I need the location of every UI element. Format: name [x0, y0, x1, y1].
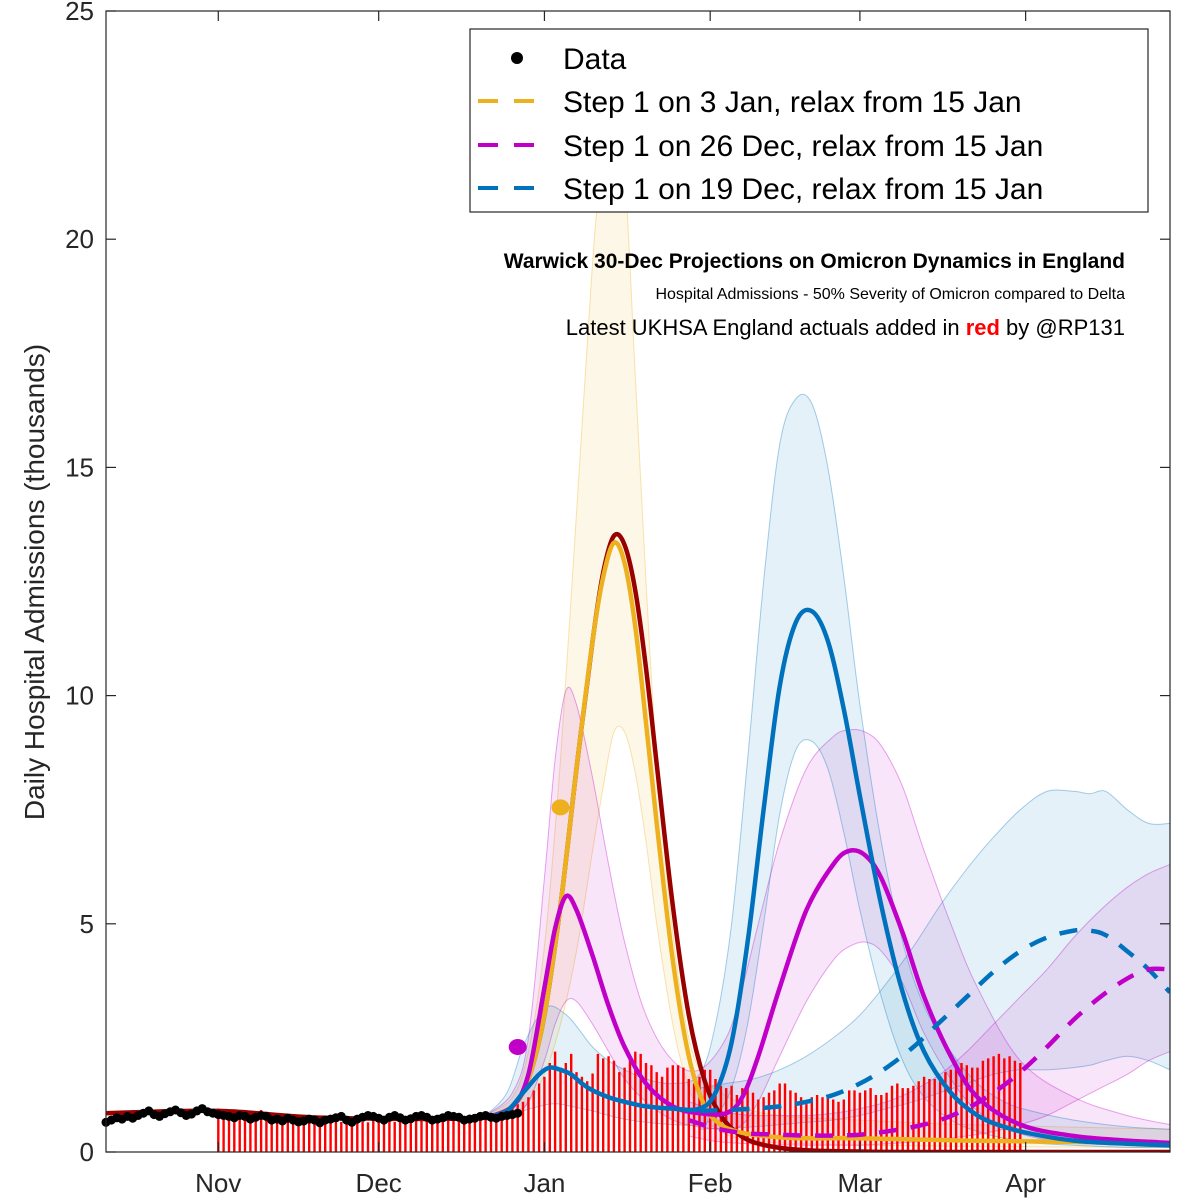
- x-tick-label: Feb: [688, 1168, 733, 1198]
- data-points: [101, 1104, 523, 1128]
- legend-entry-jan3: Step 1 on 3 Jan, relax from 15 Jan: [478, 86, 1022, 119]
- legend-dot-icon: [511, 52, 523, 64]
- x-tick-label: Nov: [195, 1168, 241, 1198]
- plot-frame: [105, 10, 1171, 1153]
- legend-entry-data: Data: [511, 43, 627, 76]
- legend-entry-dec19: Step 1 on 19 Dec, relax from 15 Jan: [478, 173, 1043, 206]
- note-suffix: by @RP131: [1000, 315, 1125, 340]
- y-axis-ticks: 0 5 10 15 20 25: [65, 0, 1170, 1167]
- y-tick-label: 5: [80, 909, 94, 939]
- step-marker: [508, 1039, 527, 1055]
- x-tick-label: Dec: [356, 1168, 402, 1198]
- series-line-4: [699, 927, 1170, 1114]
- legend-box: [469, 28, 1149, 213]
- y-tick-label: 10: [65, 681, 94, 711]
- legend-label: Step 1 on 3 Jan, relax from 15 Jan: [563, 86, 1022, 119]
- series-line-3: [483, 607, 1170, 1148]
- step-marker: [551, 799, 570, 816]
- chart-note: Latest UKHSA England actuals added in re…: [566, 315, 1125, 340]
- note-prefix: Latest UKHSA England actuals added in: [566, 315, 966, 340]
- chart-title: Warwick 30-Dec Projections on Omicron Dy…: [504, 250, 1125, 273]
- legend: Data Step 1 on 3 Jan, relax from 15 Jan …: [469, 28, 1149, 213]
- legend-entry-dec26: Step 1 on 26 Dec, relax from 15 Jan: [478, 130, 1043, 163]
- y-tick-label: 15: [65, 452, 94, 482]
- legend-label: Data: [563, 43, 627, 76]
- data-point: [513, 1108, 523, 1118]
- series-line-5: [688, 966, 1170, 1138]
- y-axis-label: Daily Hospital Admissions (thousands): [19, 344, 50, 820]
- chart-subtitle: Hospital Admissions - 50% Severity of Om…: [655, 286, 1125, 303]
- series-lines: [106, 531, 1170, 1152]
- y-tick-label: 20: [65, 224, 94, 254]
- step-markers: [508, 799, 570, 1055]
- axes: [105, 10, 1171, 1153]
- legend-label: Step 1 on 19 Dec, relax from 15 Jan: [563, 173, 1043, 206]
- y-tick-label: 0: [80, 1137, 94, 1167]
- x-tick-label: Mar: [837, 1168, 882, 1198]
- x-tick-label: Jan: [523, 1168, 565, 1198]
- legend-label: Step 1 on 26 Dec, relax from 15 Jan: [563, 130, 1043, 163]
- note-highlight: red: [966, 315, 1000, 340]
- x-tick-label: Apr: [1005, 1168, 1046, 1198]
- series-line-2: [483, 847, 1170, 1146]
- x-axis-ticks: Nov Dec Jan Feb Mar Apr: [195, 11, 1046, 1198]
- y-tick-label: 25: [65, 0, 94, 26]
